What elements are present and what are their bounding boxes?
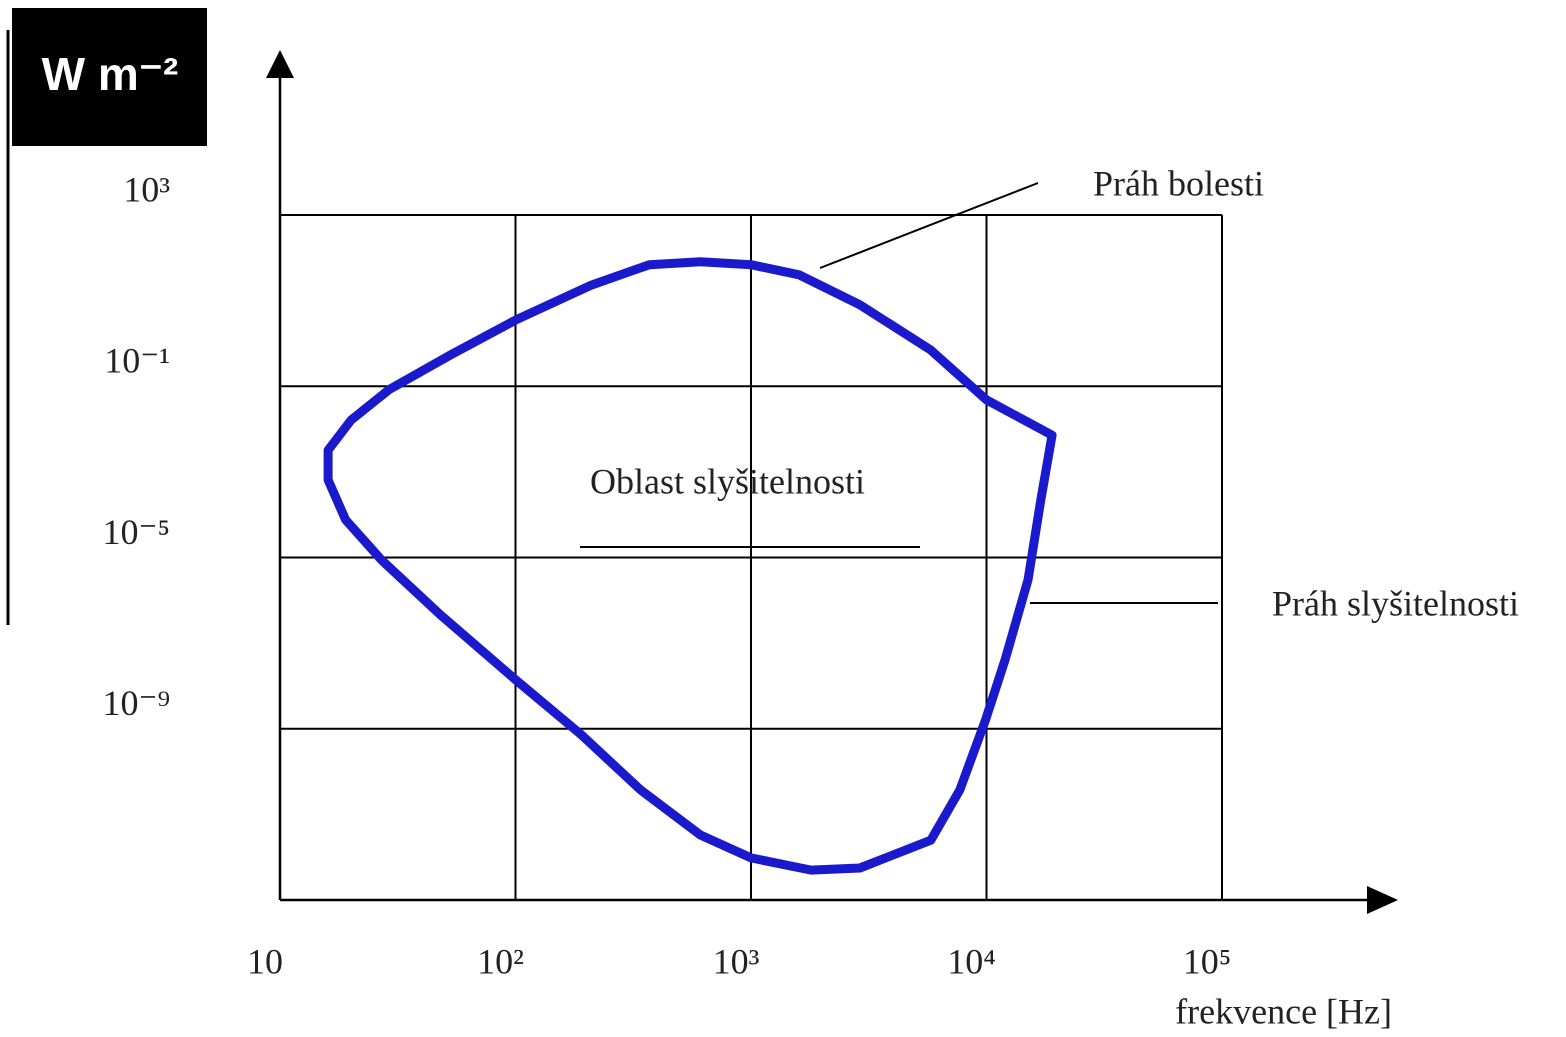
y-tick-label: 10⁻¹	[104, 341, 170, 381]
y-arrow	[266, 50, 294, 78]
x-tick-label: 10⁵	[1183, 941, 1232, 981]
annotation: Práh bolesti	[1093, 163, 1264, 203]
x-tick-label: 10²	[477, 941, 524, 981]
y-label-box	[12, 8, 207, 146]
x-tick-label: 10³	[713, 941, 760, 981]
x-axis-label: frekvence [Hz]	[1175, 991, 1392, 1031]
x-arrow	[1367, 886, 1398, 914]
y-tick-label: 10⁻⁹	[102, 683, 170, 723]
curve	[323, 257, 1057, 875]
x-tick-label: 10⁴	[947, 941, 996, 981]
annotation: Práh slyšitelnosti	[1272, 583, 1519, 623]
leader-line	[819, 182, 1039, 269]
x-tick-label: 10	[247, 941, 283, 981]
y-tick-label: 10⁻⁵	[102, 512, 170, 552]
y-axis-label: W m⁻²	[42, 48, 179, 100]
annotation: Oblast slyšitelnosti	[590, 461, 865, 501]
y-tick-label: 10³	[123, 169, 170, 209]
